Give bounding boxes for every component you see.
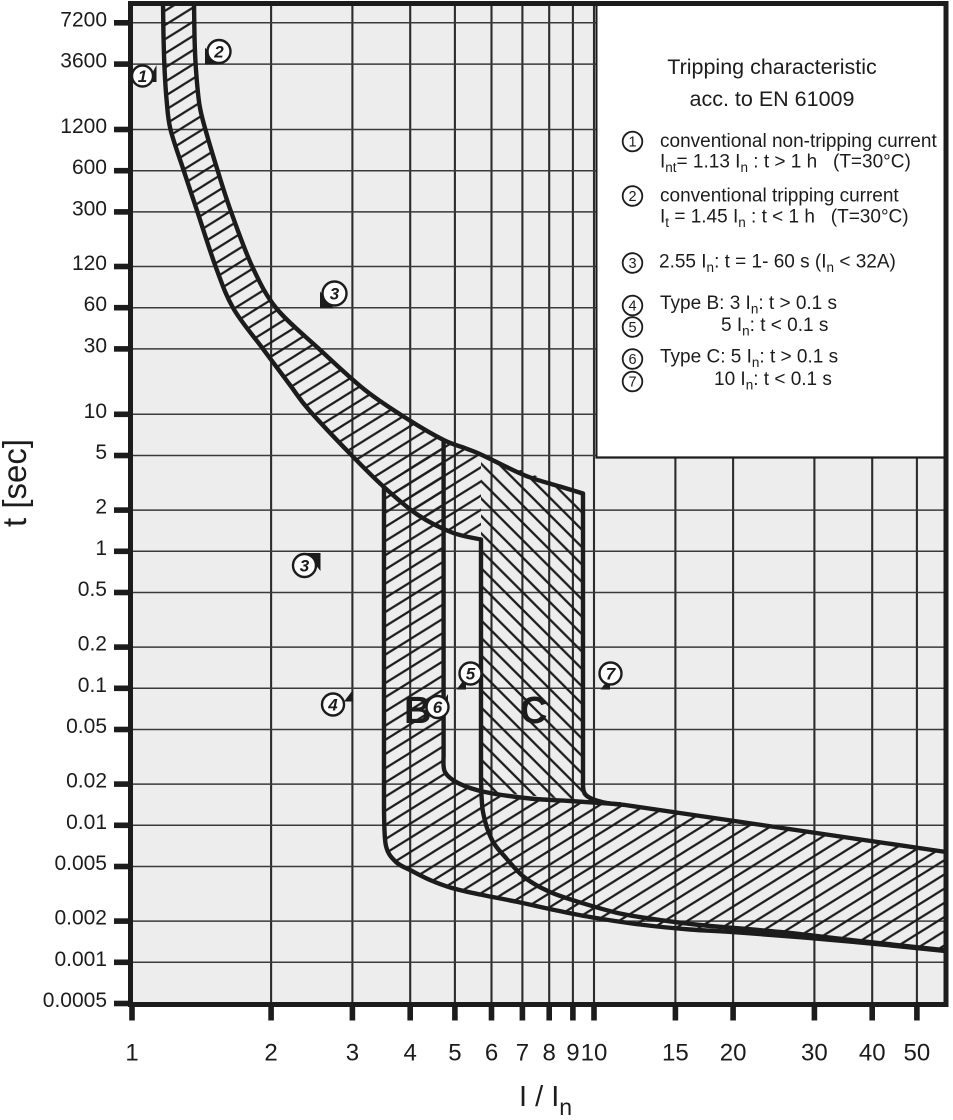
svg-text:1: 1: [138, 67, 147, 86]
svg-text:0.2: 0.2: [78, 633, 107, 656]
svg-text:300: 300: [72, 197, 107, 220]
svg-text:7: 7: [628, 375, 636, 391]
svg-text:1: 1: [628, 135, 636, 151]
svg-text:9: 9: [566, 1040, 579, 1067]
svg-text:0.02: 0.02: [66, 770, 107, 793]
svg-text:30: 30: [801, 1040, 828, 1067]
svg-text:4: 4: [327, 696, 338, 715]
svg-text:2: 2: [213, 43, 224, 62]
svg-text:2: 2: [264, 1040, 277, 1067]
svg-text:Int​= 1.13 In​ : t > 1 h (T=: Int​= 1.13 In​ : t > 1 h (T=30°C): [660, 152, 911, 176]
svg-text:7: 7: [516, 1040, 529, 1067]
svg-text:15: 15: [662, 1040, 689, 1067]
svg-text:1: 1: [125, 1040, 138, 1067]
svg-text:5 In​: t < 0.1 s: 5 In​: t < 0.1 s: [721, 315, 828, 339]
svg-text:1200: 1200: [60, 115, 107, 138]
svg-text:conventional non-tripping curr: conventional non-tripping current: [660, 131, 937, 152]
svg-text:acc. to EN 61009: acc. to EN 61009: [690, 87, 855, 111]
svg-text:50: 50: [904, 1040, 931, 1067]
svg-text:t [sec]: t [sec]: [0, 439, 33, 527]
svg-text:4: 4: [628, 299, 636, 315]
svg-text:6: 6: [433, 698, 443, 717]
svg-text:3600: 3600: [60, 50, 107, 73]
svg-text:B: B: [404, 690, 431, 732]
svg-text:7200: 7200: [60, 8, 107, 31]
svg-text:60: 60: [84, 293, 107, 316]
svg-text:1: 1: [95, 537, 107, 560]
svg-text:0.002: 0.002: [54, 907, 107, 930]
svg-text:2.55 In​: t = 1- 60 s (In​ < 3: 2.55 In​: t = 1- 60 s (In​ < 32A): [659, 252, 896, 276]
svg-text:Type B: 3 In​: t > 0.1 s: Type B: 3 In​: t > 0.1 s: [660, 293, 837, 317]
svg-text:40: 40: [859, 1040, 886, 1067]
svg-text:Tripping characteristic: Tripping characteristic: [667, 55, 877, 79]
svg-text:20: 20: [720, 1040, 747, 1067]
svg-text:0.05: 0.05: [66, 715, 107, 738]
svg-text:6: 6: [628, 352, 636, 368]
svg-text:3: 3: [628, 256, 636, 272]
svg-text:10: 10: [581, 1040, 608, 1067]
svg-text:conventional tripping current: conventional tripping current: [660, 186, 899, 207]
svg-text:7: 7: [606, 665, 617, 684]
svg-text:10 In​: t < 0.1 s: 10 In​: t < 0.1 s: [714, 369, 832, 393]
svg-text:600: 600: [72, 156, 107, 179]
svg-text:0.01: 0.01: [66, 811, 107, 834]
svg-text:0.005: 0.005: [54, 852, 107, 875]
svg-text:0.0005: 0.0005: [43, 989, 107, 1012]
svg-text:0.001: 0.001: [54, 948, 107, 971]
svg-text:3: 3: [300, 557, 310, 576]
svg-text:It​ = 1.45 In​ : t < 1 h (T=: It​ = 1.45 In​ : t < 1 h (T=30°C): [660, 207, 909, 231]
svg-text:0.1: 0.1: [78, 674, 107, 697]
svg-text:8: 8: [543, 1040, 556, 1067]
svg-text:10: 10: [84, 400, 107, 423]
svg-text:Type C: 5 In​: t > 0.1 s: Type C: 5 In​: t > 0.1 s: [660, 347, 838, 371]
svg-text:120: 120: [72, 252, 107, 275]
svg-text:2: 2: [95, 496, 107, 519]
svg-text:3: 3: [330, 285, 340, 304]
svg-text:0.5: 0.5: [78, 578, 107, 601]
svg-text:6: 6: [485, 1040, 498, 1067]
svg-text:3: 3: [346, 1040, 359, 1067]
svg-text:5: 5: [628, 320, 636, 336]
svg-text:4: 4: [404, 1040, 417, 1067]
svg-text:5: 5: [448, 1040, 461, 1067]
svg-text:30: 30: [84, 334, 107, 357]
svg-text:5: 5: [95, 441, 107, 464]
svg-text:C: C: [520, 690, 547, 732]
svg-text:2: 2: [628, 189, 636, 205]
svg-text:5: 5: [466, 665, 476, 684]
